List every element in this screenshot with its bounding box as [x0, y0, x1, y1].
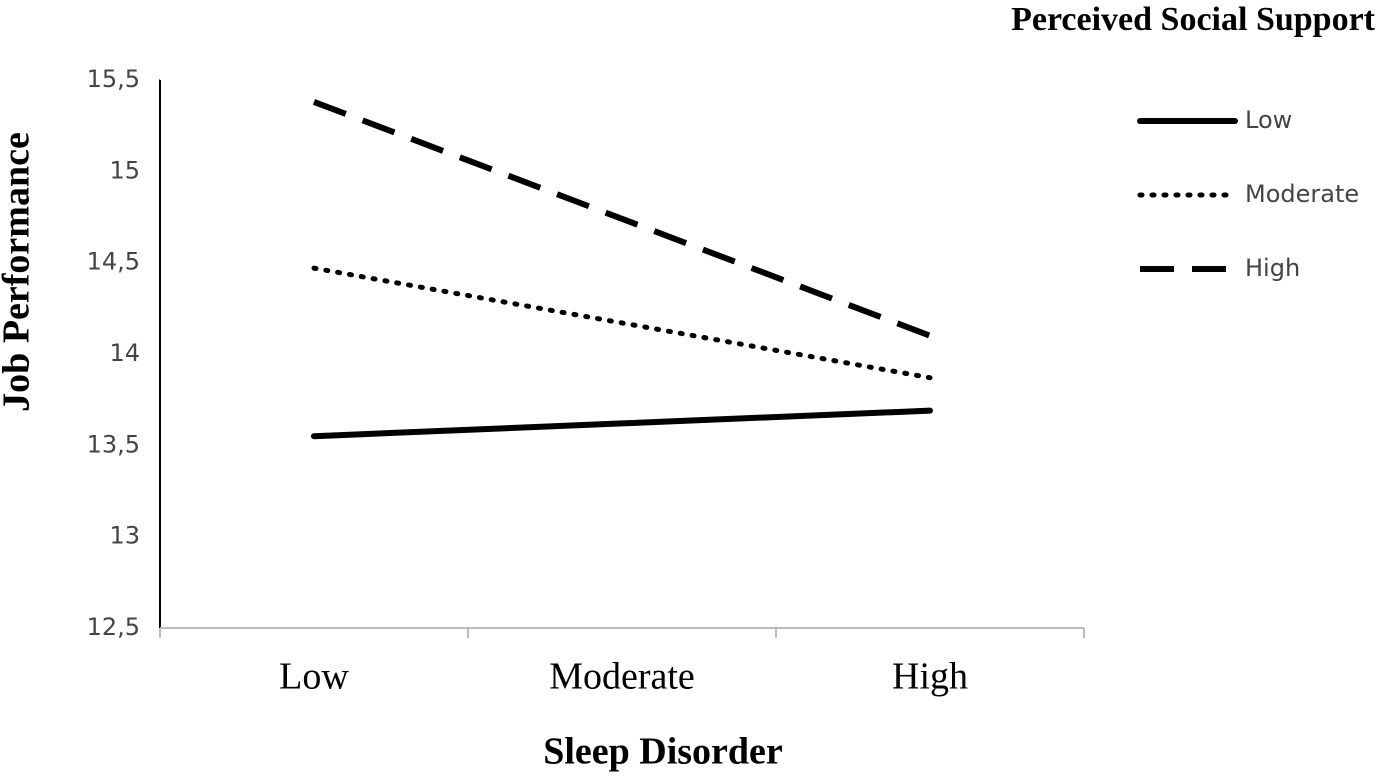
y-tick-label: 15: [109, 156, 140, 184]
legend-label: Low: [1245, 106, 1292, 134]
series-line: [312, 99, 932, 339]
y-tick-label: 13: [109, 522, 140, 550]
series-line: [311, 407, 933, 440]
y-tick-label: 15,5: [87, 65, 140, 93]
legend-title: Perceived Social Support: [1011, 1, 1376, 38]
legend-label: High: [1245, 254, 1300, 282]
y-tick-label: 12,5: [87, 613, 140, 641]
x-tick-label: Moderate: [549, 656, 695, 698]
legend-label: Moderate: [1245, 180, 1359, 208]
x-tick-label: High: [892, 656, 968, 698]
x-axis-label: Sleep Disorder: [543, 731, 783, 773]
y-tick-label: 14,5: [87, 248, 140, 276]
y-tick-label: 13,5: [87, 430, 140, 458]
y-axis-label: Job Performance: [0, 132, 38, 412]
y-tick-label: 14: [109, 339, 140, 367]
series-line: [311, 265, 933, 381]
x-tick-label: Low: [279, 656, 349, 698]
